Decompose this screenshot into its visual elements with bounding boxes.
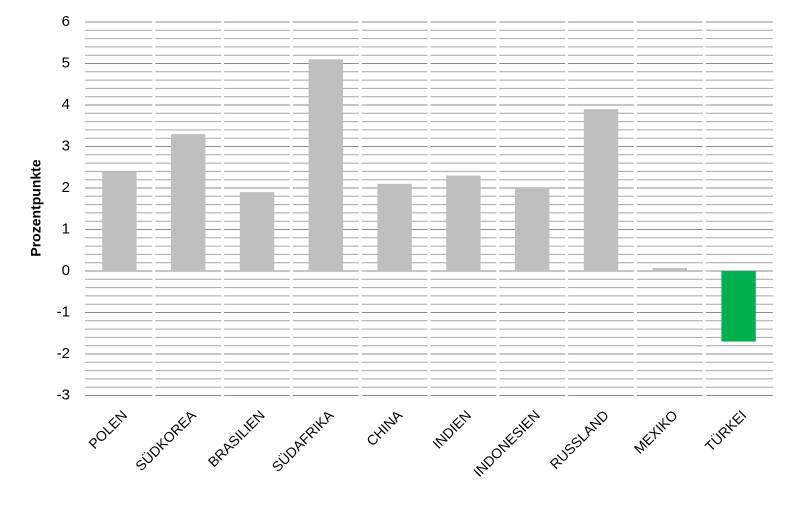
x-tick-label: RUSSLAND — [547, 407, 612, 472]
y-tick-label: 2 — [62, 179, 70, 196]
y-tick-label: 3 — [62, 137, 70, 154]
bar — [308, 59, 343, 271]
x-tick-label: CHINA — [363, 406, 406, 449]
y-axis-label: Prozentpunkte — [28, 159, 44, 256]
y-tick-label: -3 — [57, 386, 70, 403]
bar — [515, 188, 550, 271]
bar — [171, 134, 206, 271]
y-tick-label: 1 — [62, 220, 70, 237]
y-tick-label: 6 — [62, 13, 70, 30]
y-tick-label: 0 — [62, 262, 70, 279]
bar — [239, 192, 275, 271]
y-tick-label: -1 — [57, 303, 70, 320]
x-tick-label: INDIEN — [429, 407, 474, 452]
bar — [377, 183, 412, 271]
y-tick-label: -2 — [57, 345, 70, 362]
y-tick-label: 5 — [62, 54, 70, 71]
bar — [446, 175, 481, 271]
x-tick-label: INDONESIEN — [470, 407, 543, 480]
x-tick-label: SÜDKOREA — [131, 406, 199, 474]
bar — [652, 268, 687, 271]
y-tick-label: 4 — [62, 96, 70, 113]
bar — [721, 271, 756, 342]
bar — [102, 171, 137, 271]
x-tick-label: POLEN — [85, 407, 130, 452]
x-tick-label: SÜDAFRIKA — [268, 406, 337, 475]
x-tick-label: TÜRKEI — [701, 406, 749, 454]
x-tick-label: MEXIKO — [631, 407, 681, 457]
x-tick-label: BRASILIEN — [205, 407, 268, 470]
bar — [583, 109, 619, 272]
